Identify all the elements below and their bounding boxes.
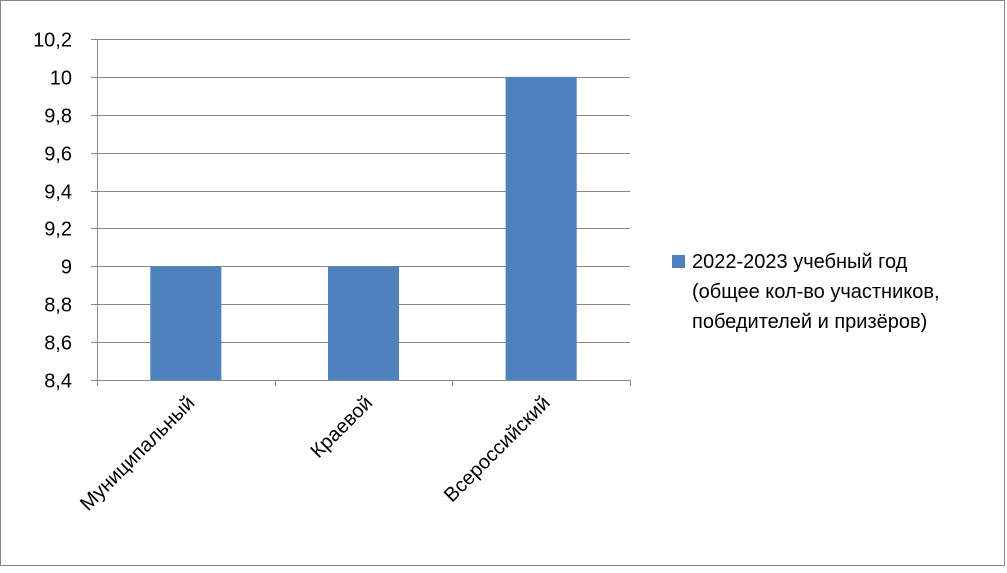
bar [150,266,222,380]
legend-swatch [672,255,685,268]
bar [505,76,577,380]
y-tick-label: 10 [50,68,72,90]
y-tick-label: 9,8 [44,106,72,128]
bar [327,266,400,380]
y-tick-label: 8,8 [44,295,72,317]
y-tick-label: 9,2 [44,219,72,241]
y-tick-label: 8,4 [44,371,72,393]
y-tick-label: 10,2 [33,30,72,52]
y-tick-label: 8,6 [44,333,72,355]
legend-label: победителей и призёров) [692,311,927,333]
legend-label: (общее кол-во участников, [692,281,940,303]
y-tick-label: 9,6 [44,144,72,166]
legend: 2022-2023 учебный год (общее кол-во участ… [672,251,940,333]
y-tick-label: 9 [61,257,72,279]
y-tick-labels: 8,4 8,6 8,8 9 9,2 9,4 9,6 9,8 10 10,2 [33,30,72,393]
axes [91,39,631,386]
bars [150,76,577,380]
legend-label: 2022-2023 учебный год [692,251,908,273]
y-tick-label: 9,4 [44,182,72,204]
